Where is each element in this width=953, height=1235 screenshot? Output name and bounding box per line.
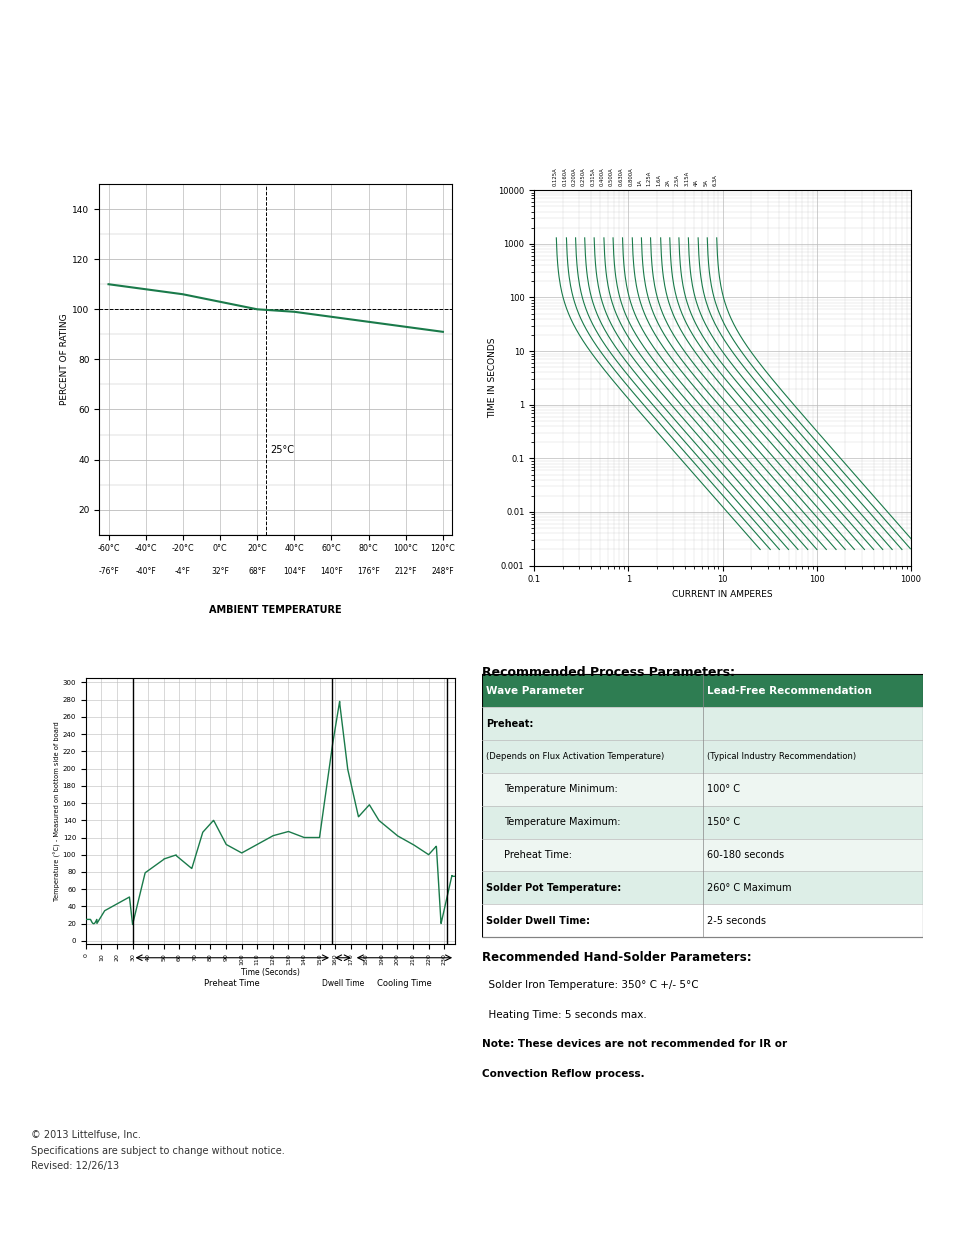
Bar — [481, 904, 923, 937]
Text: 25°C: 25°C — [270, 445, 294, 454]
Text: Temperature Rerating Curve: Temperature Rerating Curve — [37, 137, 226, 149]
Bar — [481, 839, 923, 872]
Bar — [481, 674, 923, 708]
Text: 212°F: 212°F — [395, 567, 416, 577]
Text: -76°F: -76°F — [98, 567, 119, 577]
Text: (Typical Industry Recommendation): (Typical Industry Recommendation) — [706, 752, 855, 761]
Text: Heating Time: 5 seconds max.: Heating Time: 5 seconds max. — [481, 1010, 646, 1020]
Text: 2A: 2A — [665, 179, 670, 186]
Text: Wave Parameter: Wave Parameter — [486, 685, 583, 695]
Text: 0.200A: 0.200A — [571, 167, 576, 186]
Text: 1.6A: 1.6A — [656, 174, 661, 186]
Text: ⚡⚡: ⚡⚡ — [684, 25, 720, 49]
Bar — [481, 773, 923, 805]
Text: Recommended Hand-Solder Parameters:: Recommended Hand-Solder Parameters: — [481, 951, 751, 965]
Text: Expertise Applied | Answers Delivered: Expertise Applied | Answers Delivered — [718, 62, 903, 73]
Text: Preheat Time:: Preheat Time: — [503, 850, 571, 860]
Text: Note: These devices are not recommended for IR or: Note: These devices are not recommended … — [481, 1039, 786, 1049]
Text: 104°F: 104°F — [283, 567, 305, 577]
Text: 0.400A: 0.400A — [599, 167, 604, 186]
Text: Solder Iron Temperature: 350° C +/- 5°C: Solder Iron Temperature: 350° C +/- 5°C — [481, 981, 698, 990]
Text: 1.25A: 1.25A — [646, 170, 651, 186]
Y-axis label: PERCENT OF RATING: PERCENT OF RATING — [60, 314, 70, 405]
Text: Littelfuse: Littelfuse — [718, 25, 837, 44]
Text: Lead-Free Recommendation: Lead-Free Recommendation — [706, 685, 871, 695]
Text: 0.500A: 0.500A — [608, 167, 614, 186]
Text: 260° C Maximum: 260° C Maximum — [706, 883, 791, 893]
Text: 0.315A: 0.315A — [590, 167, 595, 186]
Text: Solder Pot Temperature:: Solder Pot Temperature: — [486, 883, 620, 893]
Text: Cooling Time: Cooling Time — [376, 979, 432, 988]
Text: Dwell Time: Dwell Time — [321, 979, 364, 988]
Text: Convection Reflow process.: Convection Reflow process. — [481, 1068, 643, 1078]
Text: 1A: 1A — [637, 179, 641, 186]
Text: -40°F: -40°F — [135, 567, 156, 577]
Y-axis label: Temperature (°C) - Measured on bottom side of board: Temperature (°C) - Measured on bottom si… — [54, 721, 61, 900]
Bar — [481, 805, 923, 839]
Text: 150° C: 150° C — [706, 818, 740, 827]
Text: 5A: 5A — [702, 179, 707, 186]
Text: 2.5A: 2.5A — [674, 174, 679, 186]
Text: 0.800A: 0.800A — [628, 167, 633, 186]
X-axis label: CURRENT IN AMPERES: CURRENT IN AMPERES — [672, 590, 772, 599]
Text: Preheat Time: Preheat Time — [204, 979, 260, 988]
Text: 100° C: 100° C — [706, 784, 740, 794]
Text: Average Time Current Curves: Average Time Current Curves — [488, 137, 683, 149]
Text: 6.3A: 6.3A — [712, 174, 717, 186]
Text: 5×20 mm > Time-Lag > 219XA Series: 5×20 mm > Time-Lag > 219XA Series — [42, 57, 323, 72]
Text: 68°F: 68°F — [248, 567, 266, 577]
Text: (Depends on Flux Activation Temperature): (Depends on Flux Activation Temperature) — [486, 752, 663, 761]
Text: © 2013 Littelfuse, Inc.
Specifications are subject to change without notice.
Rev: © 2013 Littelfuse, Inc. Specifications a… — [30, 1130, 284, 1171]
Text: Soldering Parameters - Wave Soldering: Soldering Parameters - Wave Soldering — [41, 635, 302, 647]
Text: 60-180 seconds: 60-180 seconds — [706, 850, 783, 860]
Text: Recommended Process Parameters:: Recommended Process Parameters: — [481, 666, 734, 679]
Bar — [481, 708, 923, 740]
Bar — [481, 740, 923, 773]
Text: Temperature Minimum:: Temperature Minimum: — [503, 784, 617, 794]
Text: AMBIENT TEMPERATURE: AMBIENT TEMPERATURE — [209, 605, 342, 615]
Text: 0.630A: 0.630A — [618, 167, 623, 186]
Text: 0.160A: 0.160A — [562, 167, 567, 186]
Text: Axial Lead & Cartridge Fuses: Axial Lead & Cartridge Fuses — [42, 28, 392, 48]
Text: 0.250A: 0.250A — [580, 167, 585, 186]
Bar — [481, 872, 923, 904]
Text: 248°F: 248°F — [431, 567, 454, 577]
Text: 32°F: 32°F — [211, 567, 229, 577]
Text: Solder Dwell Time:: Solder Dwell Time: — [486, 915, 590, 926]
Text: 140°F: 140°F — [319, 567, 342, 577]
Text: 0.125A: 0.125A — [552, 167, 557, 186]
Text: Temperature Maximum:: Temperature Maximum: — [503, 818, 619, 827]
Text: Preheat:: Preheat: — [486, 719, 533, 729]
Text: 176°F: 176°F — [356, 567, 379, 577]
Text: 2-5 seconds: 2-5 seconds — [706, 915, 765, 926]
Y-axis label: TIME IN SECONDS: TIME IN SECONDS — [487, 337, 497, 419]
Text: 3.15A: 3.15A — [683, 170, 689, 186]
Text: 4A: 4A — [694, 179, 699, 186]
Text: -4°F: -4°F — [174, 567, 191, 577]
X-axis label: Time (Seconds): Time (Seconds) — [241, 968, 299, 977]
